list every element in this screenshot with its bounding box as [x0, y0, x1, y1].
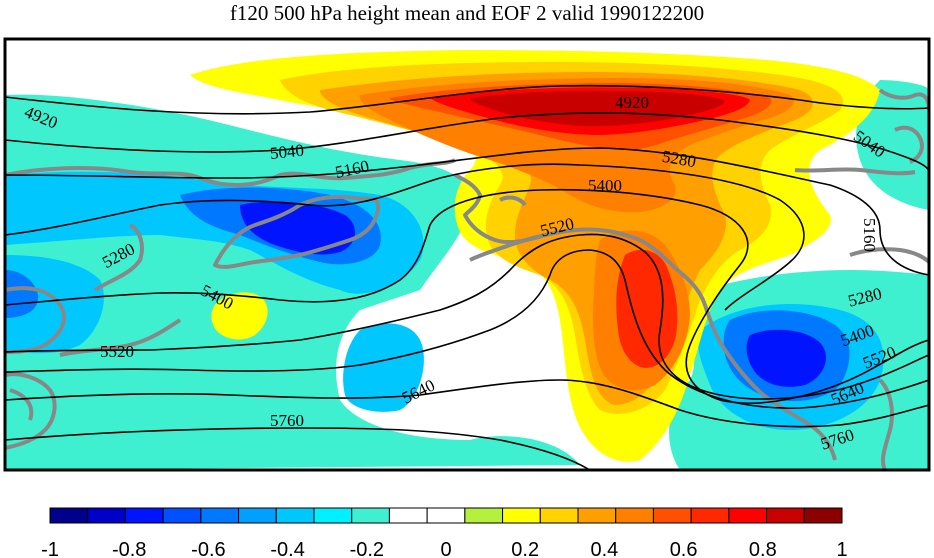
colorbar-box	[388, 507, 428, 524]
colorbar-tick-label: 0	[440, 539, 451, 558]
colorbar-box	[539, 507, 579, 524]
colorbar-tick-label: -0.6	[191, 539, 225, 558]
map-title: f120 500 hPa height mean and EOF 2 valid…	[229, 1, 705, 25]
colorbar-box	[728, 507, 768, 524]
colorbar-tick-label: -0.8	[112, 539, 146, 558]
colorbar-box	[652, 507, 692, 524]
colorbar-box	[87, 507, 126, 524]
colorbar-box	[426, 507, 466, 524]
colorbar-tick-label: 0.8	[749, 539, 777, 558]
colorbar-tick-label: -1	[41, 539, 59, 558]
colorbar-box	[464, 507, 504, 524]
colorbar-box	[615, 507, 654, 524]
colorbar-box	[690, 507, 730, 524]
contour-label: 4920	[615, 93, 649, 112]
colorbar-boxes	[49, 507, 843, 524]
coastlines	[5, 88, 929, 470]
height-contours	[5, 84, 929, 470]
colorbar-tick-labels: -1 -0.8 -0.6 -0.4 -0.2 0 0.2 0.4 0.6 0.8 1	[41, 539, 847, 558]
colorbar-tick-label: 0.2	[511, 539, 539, 558]
contour-label: 5520	[100, 342, 134, 361]
colorbar-tick-label: -0.2	[350, 539, 384, 558]
colorbar-box	[351, 507, 390, 524]
colorbar-box	[275, 507, 315, 524]
colorbar-box	[577, 507, 617, 524]
contour-label: 5040	[269, 141, 305, 163]
colorbar-box	[162, 507, 202, 524]
colorbar-tick-label: 0.4	[590, 539, 618, 558]
colorbar-box	[124, 507, 164, 524]
contour-label: 5160	[860, 218, 879, 252]
map-frame	[3, 37, 931, 472]
contour-label: 5400	[588, 176, 622, 195]
colorbar-box	[502, 507, 541, 524]
colorbar-box	[313, 507, 353, 524]
colorbar-tick-label: 1	[836, 539, 847, 558]
colorbar-box	[49, 507, 89, 524]
colorbar-box	[803, 507, 843, 524]
colorbar-tick-label: -0.4	[270, 539, 304, 558]
colorbar-tick-label: 0.6	[670, 539, 698, 558]
colorbar-box	[238, 507, 277, 524]
colorbar-box	[766, 507, 805, 524]
colorbar-box	[200, 507, 240, 524]
contour-label: 5760	[270, 411, 304, 430]
